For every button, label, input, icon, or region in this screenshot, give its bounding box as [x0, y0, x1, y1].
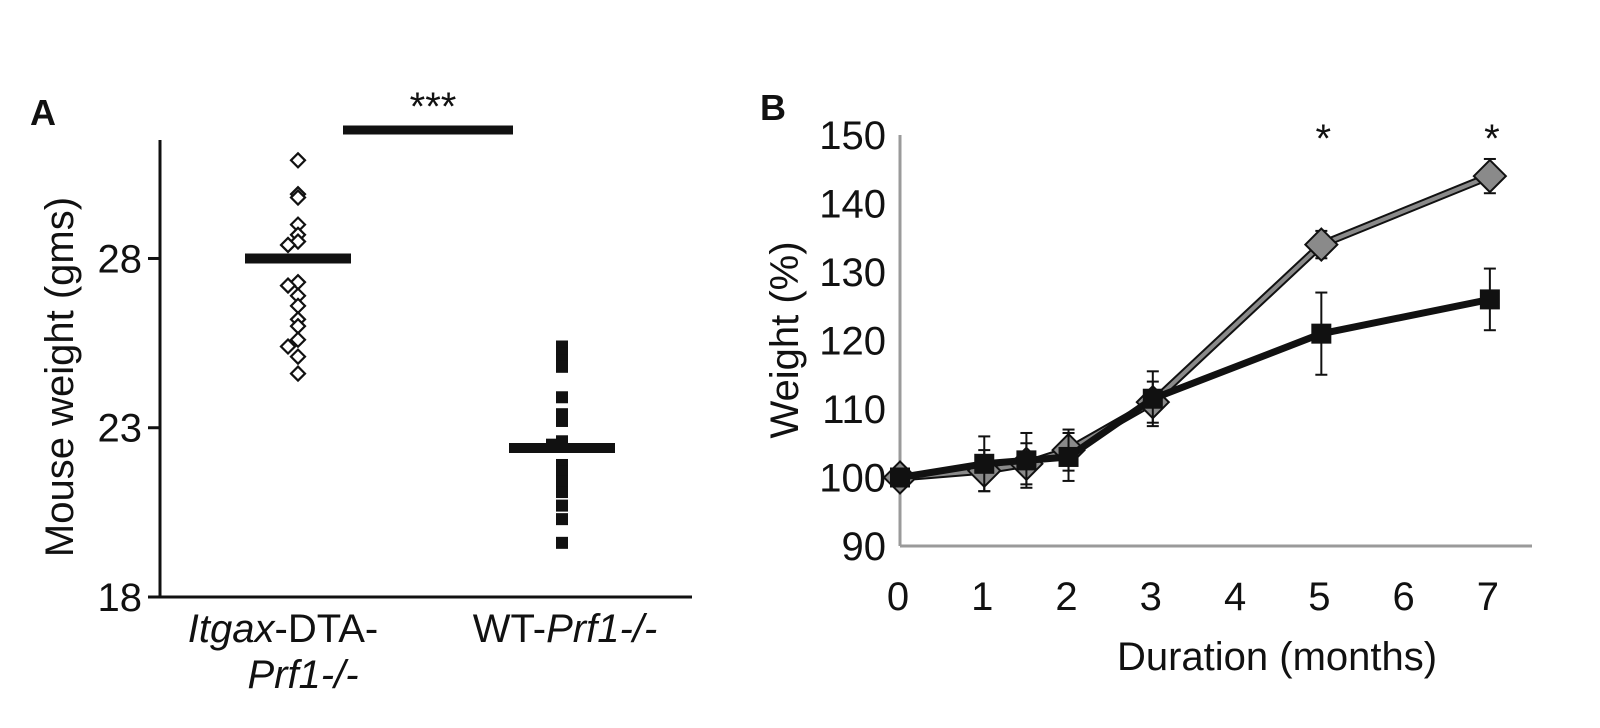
- panel-b-letter: B: [760, 87, 786, 128]
- y-tick-label: 150: [819, 114, 886, 158]
- data-point-square: [1016, 450, 1037, 471]
- panel-a-y-axis-title: Mouse weight (gms): [38, 197, 82, 557]
- panel-b-annotations: * *: [1316, 117, 1500, 161]
- y-tick-label: 100: [819, 457, 886, 501]
- data-point-itgax: [289, 331, 307, 349]
- significance-label: ***: [410, 85, 457, 129]
- x-tick-label: 0: [887, 575, 909, 619]
- y-tick-label: 23: [98, 407, 143, 451]
- x-tick-label: 2: [1055, 575, 1077, 619]
- data-point-itgax: [289, 151, 307, 169]
- y-tick-label: 120: [819, 320, 886, 364]
- data-point-square: [890, 467, 910, 488]
- x-tick-label: 1: [971, 575, 993, 619]
- x-tick-label: 6: [1392, 575, 1414, 619]
- panel-a-mean-bars: [245, 253, 615, 454]
- significance-star: *: [1316, 117, 1332, 161]
- panel-a: A Mouse weight (gms) 18 23 28 *** Itgax-DT…: [30, 85, 692, 697]
- panel-b-y-ticks: 90 100 110 120 130 140 150: [819, 114, 886, 569]
- panel-a-points: [279, 151, 568, 549]
- x-tick-label: 4: [1224, 575, 1246, 619]
- series-1: [890, 267, 1500, 493]
- data-point-itgax: [289, 188, 307, 207]
- data-point-itgax: [289, 297, 307, 315]
- y-tick-label: 18: [98, 576, 143, 620]
- series-0: [882, 157, 1508, 495]
- significance-star: *: [1484, 117, 1500, 161]
- data-point-wt: [556, 465, 568, 478]
- data-point-wt: [556, 536, 568, 549]
- data-point-itgax: [289, 365, 307, 383]
- x-tick-label: 5: [1308, 575, 1330, 619]
- group-label-wt: WT-Prf1-/-: [473, 607, 657, 651]
- panel-a-y-ticks: 18 23 28: [98, 237, 160, 620]
- panel-b-series: [882, 157, 1508, 495]
- y-tick-label: 90: [842, 525, 887, 569]
- data-point-diamond: [1472, 158, 1508, 194]
- data-point-wt: [556, 360, 568, 373]
- y-tick-label: 130: [819, 251, 886, 295]
- x-tick-label: 3: [1140, 575, 1162, 619]
- panel-b-y-axis-title: Weight (%): [763, 241, 807, 438]
- y-tick-label: 110: [822, 388, 886, 432]
- data-point-diamond: [1303, 227, 1339, 263]
- data-point-square: [1058, 446, 1079, 467]
- panel-b: B Weight (%) Duration (months) 90 100 110 1…: [760, 87, 1532, 679]
- data-point-wt: [556, 513, 568, 526]
- panel-a-letter: A: [30, 92, 56, 133]
- panel-b-x-axis-title: Duration (months): [1117, 635, 1437, 679]
- data-point-wt: [556, 391, 568, 404]
- x-tick-label: 7: [1477, 575, 1499, 619]
- data-point-wt: [556, 486, 568, 499]
- data-point-square: [1479, 289, 1500, 310]
- y-tick-label: 28: [98, 237, 143, 281]
- data-point-square: [1311, 323, 1332, 344]
- series-line-outline: [899, 172, 1492, 482]
- y-tick-label: 140: [819, 183, 886, 227]
- data-point-itgax: [289, 348, 307, 366]
- series-line: [899, 174, 1491, 480]
- data-point-square: [1142, 388, 1163, 409]
- data-point-square: [974, 453, 995, 474]
- data-point-wt: [556, 414, 568, 427]
- data-point-itgax: [279, 236, 297, 254]
- data-point-itgax: [279, 337, 297, 356]
- data-point-wt: [556, 475, 568, 488]
- data-point-wt: [556, 499, 568, 512]
- data-point-itgax: [279, 277, 297, 295]
- group-label-itgax: Itgax-DTA-Prf1-/-: [188, 607, 378, 697]
- panel-b-x-ticks: 0 1 2 3 4 5 6 7: [887, 575, 1499, 619]
